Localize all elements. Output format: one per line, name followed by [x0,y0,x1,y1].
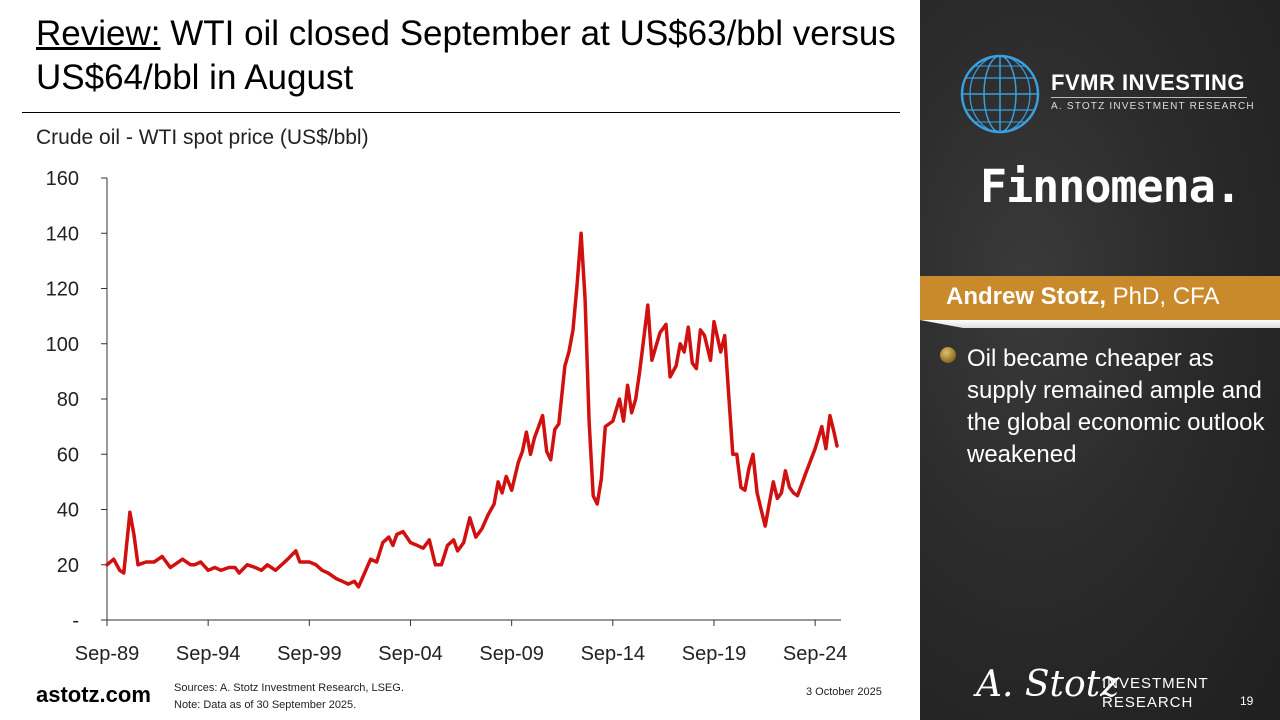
investment-label: INVESTMENT [1102,675,1209,692]
y-tick-label: 20 [57,555,79,577]
x-tick-label: Sep-19 [682,643,747,665]
x-tick-label: Sep-89 [75,643,140,665]
x-tick-label: Sep-09 [479,643,544,665]
y-tick-label: 40 [57,500,79,522]
y-tick-label: 160 [46,168,79,190]
chart-title: Crude oil - WTI spot price (US$/bbl) [36,126,369,149]
series-line-wti [105,231,839,589]
globe-logo-icon [960,54,1040,134]
x-tick-label: Sep-99 [277,643,342,665]
author-name: Andrew Stotz, [946,283,1106,310]
x-tick-label: Sep-04 [378,643,443,665]
brand-subtitle: A. STOTZ INVESTMENT RESEARCH [1051,101,1255,112]
title-prefix: Review: [36,14,161,53]
footer-site[interactable]: astotz.com [36,682,151,707]
slide-main-area: Review: WTI oil closed September at US$6… [22,12,916,714]
y-tick-label: 140 [46,223,79,245]
x-tick-label: Sep-94 [176,643,241,665]
y-tick-label: 120 [46,279,79,301]
brand-panel: FVMR INVESTING A. STOTZ INVESTMENT RESEA… [920,0,1280,720]
author-bar [920,276,1280,320]
research-logo-text: INVESTMENT RESEARCH [1102,674,1209,712]
y-tick-label: 60 [57,444,79,466]
y-tick-label: 80 [57,389,79,411]
sources-text: Sources: A. Stotz Investment Research, L… [174,682,404,694]
title-rest: WTI oil closed September at US$63/bbl ve… [36,14,896,97]
author-label: Andrew Stotz, PhD, CFA [946,283,1219,311]
wti-price-chart: - 20 40 60 80 100 120 140 160 Sep-89 Sep-94 Sep-99 S… [46,168,848,665]
research-label: RESEARCH [1102,694,1194,711]
x-tick-label: Sep-24 [783,643,848,665]
bullet-icon [940,347,956,363]
brand-divider [1051,97,1247,98]
bullet-text: Oil became cheaper as supply remained am… [967,345,1265,468]
footer-sources: Sources: A. Stotz Investment Research, L… [174,680,404,714]
page-number: 19 [1240,694,1254,708]
brand-name: FVMR INVESTING [1051,70,1246,95]
signature-logo: A. Stotz [976,664,1120,705]
author-underline [920,320,1280,328]
y-tick-label: 100 [46,334,79,356]
y-tick-label: - [72,610,79,632]
x-tick-label: Sep-14 [581,643,646,665]
title-divider [22,112,900,113]
partner-logo: Finnomena. [980,160,1242,213]
note-text: Note: Data as of 30 September 2025. [174,699,357,711]
footer-date: 3 October 2025 [806,686,882,698]
slide-title: Review: WTI oil closed September at US$6… [36,12,916,100]
author-credentials: PhD, CFA [1106,283,1220,310]
